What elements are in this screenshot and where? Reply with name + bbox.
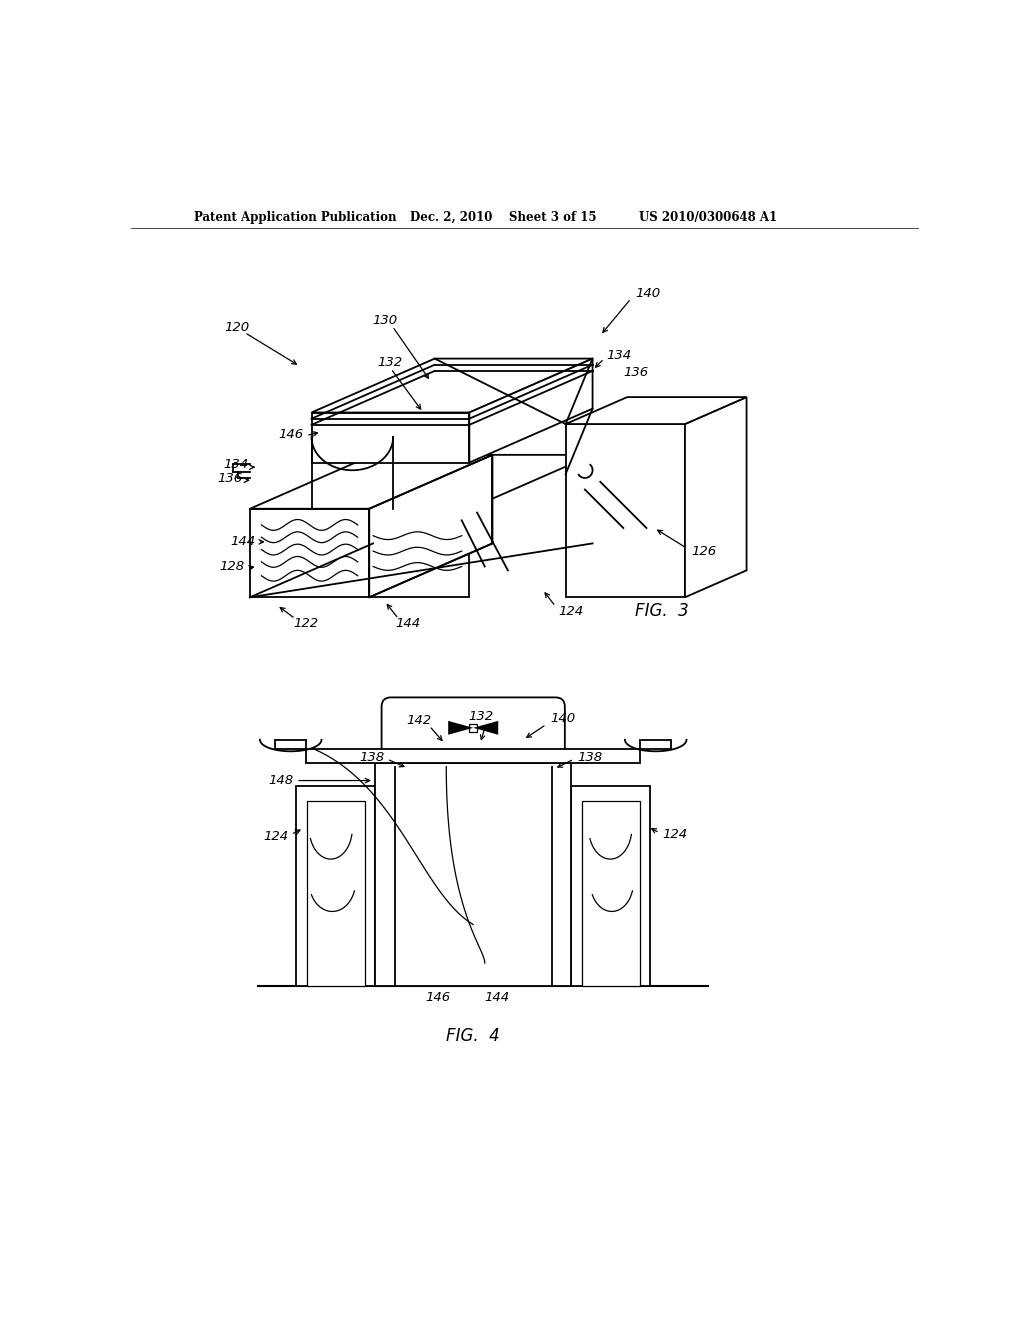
Polygon shape (311, 359, 593, 412)
Text: 120: 120 (225, 321, 250, 334)
Polygon shape (565, 424, 685, 597)
Text: FIG.  4: FIG. 4 (446, 1027, 500, 1045)
Text: 138: 138 (359, 751, 385, 764)
Polygon shape (571, 785, 650, 986)
Text: 140: 140 (550, 713, 575, 726)
Text: 124: 124 (558, 605, 583, 618)
Polygon shape (449, 721, 473, 735)
Polygon shape (275, 739, 306, 748)
Text: 132: 132 (377, 356, 402, 370)
Text: 148: 148 (268, 774, 294, 787)
Text: 128: 128 (219, 560, 245, 573)
Polygon shape (582, 801, 640, 986)
Text: Patent Application Publication: Patent Application Publication (194, 211, 396, 224)
Text: 124: 124 (263, 829, 289, 842)
Text: 144: 144 (484, 991, 510, 1005)
Text: FIG.  3: FIG. 3 (635, 602, 689, 620)
Polygon shape (296, 785, 376, 986)
Text: 126: 126 (691, 545, 716, 557)
Text: 140: 140 (635, 286, 660, 300)
FancyBboxPatch shape (382, 697, 565, 758)
Text: Sheet 3 of 15: Sheet 3 of 15 (509, 211, 596, 224)
Text: 146: 146 (425, 991, 451, 1005)
Polygon shape (311, 412, 469, 462)
Text: 136: 136 (217, 473, 243, 486)
Polygon shape (306, 748, 640, 763)
Text: 146: 146 (279, 428, 304, 441)
Polygon shape (685, 397, 746, 597)
Polygon shape (469, 723, 477, 731)
Text: 134: 134 (606, 348, 632, 362)
Polygon shape (565, 397, 746, 424)
Polygon shape (307, 801, 365, 986)
Polygon shape (370, 508, 469, 597)
Text: US 2010/0300648 A1: US 2010/0300648 A1 (639, 211, 777, 224)
Text: 122: 122 (294, 616, 318, 630)
Text: 134: 134 (223, 458, 249, 471)
Text: 142: 142 (407, 714, 432, 727)
Polygon shape (250, 508, 370, 597)
Text: 132: 132 (468, 710, 494, 723)
Text: 124: 124 (662, 828, 687, 841)
Polygon shape (370, 455, 493, 597)
Polygon shape (640, 739, 671, 748)
Text: 138: 138 (578, 751, 602, 764)
Polygon shape (376, 763, 571, 986)
Text: 144: 144 (395, 616, 420, 630)
Text: Dec. 2, 2010: Dec. 2, 2010 (410, 211, 493, 224)
Text: 130: 130 (372, 314, 397, 326)
Text: 136: 136 (624, 366, 648, 379)
Text: 144: 144 (230, 536, 255, 548)
Polygon shape (473, 721, 499, 735)
Polygon shape (250, 455, 593, 508)
Polygon shape (469, 359, 593, 462)
